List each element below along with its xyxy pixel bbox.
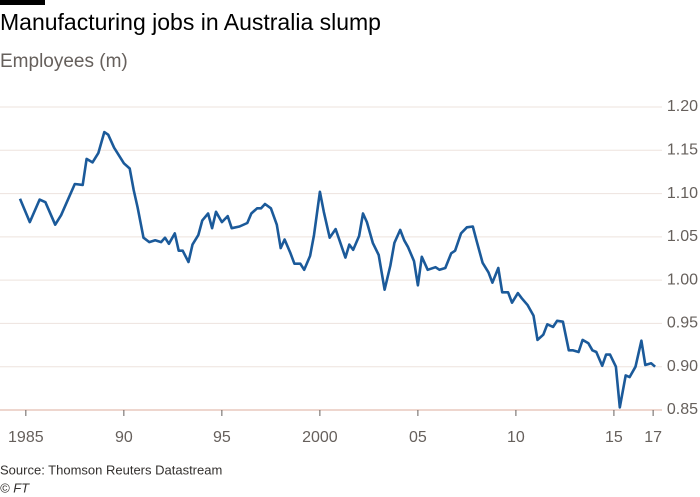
x-tick-label: 1985 [8, 429, 44, 446]
x-tick-label: 2000 [302, 429, 338, 446]
credit: © FT [0, 480, 30, 495]
y-tick-label: 1.10 [667, 185, 698, 202]
y-tick-label: 1.15 [667, 142, 698, 159]
x-tick-label: 90 [115, 429, 133, 446]
y-tick-label: 0.95 [667, 315, 698, 332]
x-tick-label: 95 [213, 429, 231, 446]
x-tick-label: 10 [507, 429, 525, 446]
x-tick-label: 15 [605, 429, 623, 446]
y-tick-label: 1.00 [667, 271, 698, 288]
y-tick-label: 0.90 [667, 358, 698, 375]
line [18, 130, 656, 409]
x-tick-label: 17 [644, 429, 662, 446]
chart-subtitle: Employees (m) [0, 51, 128, 72]
y-tick-label: 1.05 [667, 228, 698, 245]
brand-bar [0, 0, 45, 5]
y-tick-label: 0.85 [667, 401, 698, 418]
chart-title: Manufacturing jobs in Australia slump [0, 9, 381, 35]
source: Source: Thomson Reuters Datastream [0, 462, 222, 477]
x-tick-label: 05 [409, 429, 427, 446]
y-tick-label: 1.20 [667, 98, 698, 115]
